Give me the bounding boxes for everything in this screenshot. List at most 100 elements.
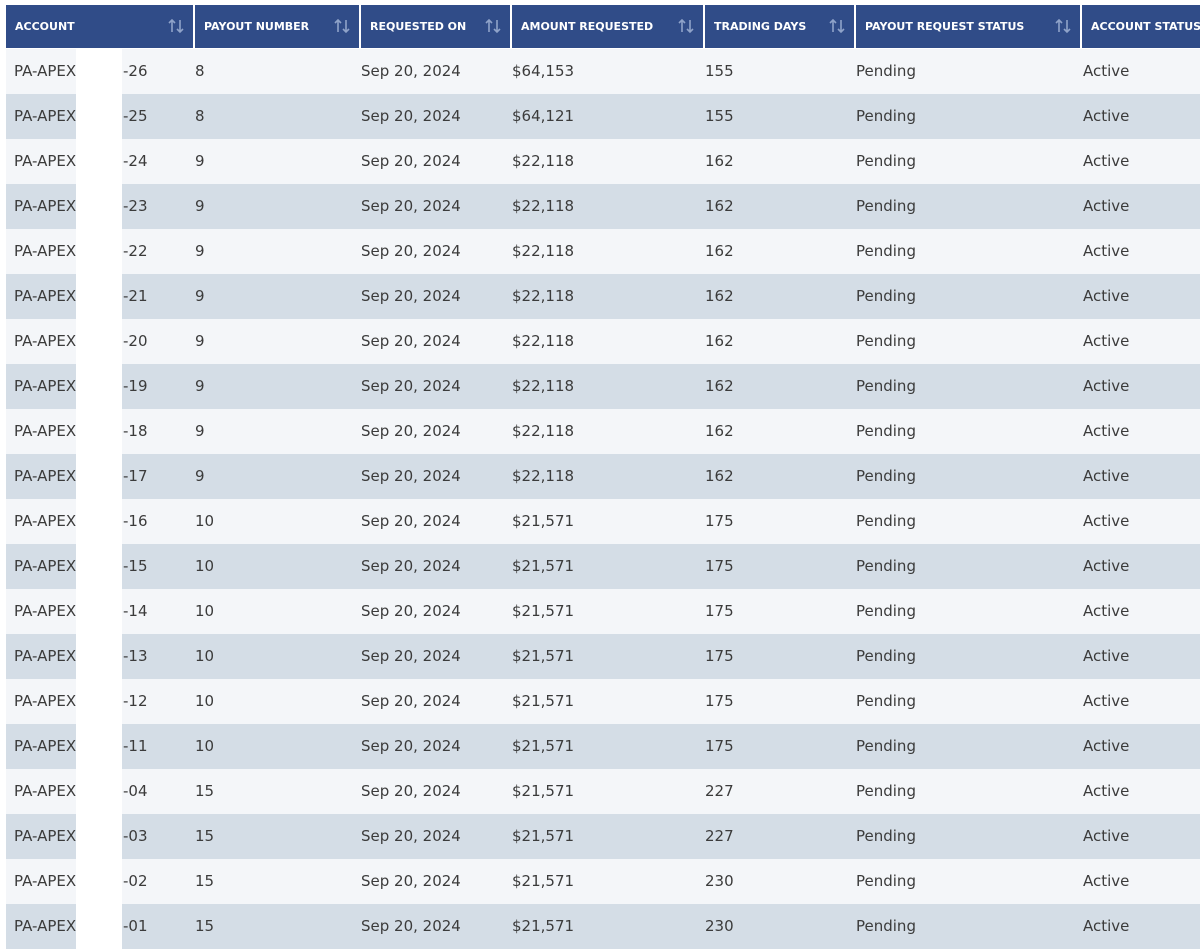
cell: 15 [195, 917, 215, 935]
sort-icon[interactable] [167, 17, 185, 35]
table-row: PA-APEX- -15 10 Sep 20, 2024 $21,571 175 Pendi… [6, 544, 1200, 589]
cell: 10 [195, 647, 215, 665]
cell: $21,571 [512, 782, 575, 800]
column-header[interactable]: AMOUNT REQUESTED [512, 5, 703, 48]
cell: $22,118 [512, 152, 575, 170]
sort-icon[interactable] [484, 17, 502, 35]
cell: Pending [856, 737, 916, 755]
cell: Pending [856, 287, 916, 305]
cell: Sep 20, 2024 [361, 422, 461, 440]
cell: PA-APEX- [14, 782, 81, 800]
cell: -15 [123, 557, 148, 575]
cell: Active [1083, 152, 1130, 170]
cell: $22,118 [512, 332, 575, 350]
cell: -20 [123, 332, 148, 350]
table-row: PA-APEX- -18 9 Sep 20, 2024 $22,118 162 Pendin… [6, 409, 1200, 454]
table-row: PA-APEX- -24 9 Sep 20, 2024 $22,118 162 Pendin… [6, 139, 1200, 184]
cell: -04 [123, 782, 148, 800]
cell: $21,571 [512, 647, 575, 665]
cell: PA-APEX- [14, 467, 81, 485]
cell: 162 [705, 377, 734, 395]
cell: Sep 20, 2024 [361, 377, 461, 395]
column-header[interactable]: PAYOUT REQUEST STATUS [856, 5, 1080, 48]
header-label: REQUESTED ON [370, 20, 467, 33]
cell: -11 [123, 737, 148, 755]
cell: Sep 20, 2024 [361, 107, 461, 125]
cell: 9 [195, 377, 205, 395]
header-label: PAYOUT REQUEST STATUS [865, 20, 1025, 33]
cell: 230 [705, 917, 734, 935]
column-header[interactable]: ACCOUNT [6, 5, 193, 48]
table-row: PA-APEX- -14 10 Sep 20, 2024 $21,571 175 Pendi… [6, 589, 1200, 634]
sort-icon[interactable] [828, 17, 846, 35]
cell: Pending [856, 782, 916, 800]
cell: 227 [705, 827, 734, 845]
sort-icon[interactable] [1054, 17, 1072, 35]
table-row: PA-APEX- -26 8 Sep 20, 2024 $64,153 155 Pendin… [6, 49, 1200, 94]
cell: -01 [123, 917, 148, 935]
column-header[interactable]: REQUESTED ON [361, 5, 510, 48]
cell: Active [1083, 467, 1130, 485]
cell: Sep 20, 2024 [361, 917, 461, 935]
cell: $22,118 [512, 242, 575, 260]
cell: PA-APEX- [14, 737, 81, 755]
cell: $22,118 [512, 287, 575, 305]
cell: $64,121 [512, 107, 575, 125]
cell: $21,571 [512, 872, 575, 890]
cell: Active [1083, 557, 1130, 575]
table-row: PA-APEX- -20 9 Sep 20, 2024 $22,118 162 Pendin… [6, 319, 1200, 364]
cell: Active [1083, 782, 1130, 800]
cell: Pending [856, 827, 916, 845]
cell: Active [1083, 107, 1130, 125]
cell: Active [1083, 332, 1130, 350]
cell: 15 [195, 782, 215, 800]
column-header[interactable]: TRADING DAYS [705, 5, 854, 48]
cell: Pending [856, 422, 916, 440]
sort-icon[interactable] [677, 17, 695, 35]
cell: 162 [705, 287, 734, 305]
cell: 175 [705, 692, 734, 710]
cell: Sep 20, 2024 [361, 152, 461, 170]
table-row: PA-APEX- -23 9 Sep 20, 2024 $22,118 162 Pendin… [6, 184, 1200, 229]
cell: -13 [123, 647, 148, 665]
cell: $21,571 [512, 512, 575, 530]
cell: Pending [856, 467, 916, 485]
cell: 175 [705, 737, 734, 755]
cell: Active [1083, 197, 1130, 215]
cell: PA-APEX- [14, 917, 81, 935]
cell: 9 [195, 197, 205, 215]
cell: $21,571 [512, 827, 575, 845]
cell: Pending [856, 917, 916, 935]
cell: Pending [856, 62, 916, 80]
cell: Pending [856, 692, 916, 710]
cell: PA-APEX- [14, 152, 81, 170]
cell: Pending [856, 647, 916, 665]
column-header[interactable]: PAYOUT NUMBER [195, 5, 359, 48]
cell: Sep 20, 2024 [361, 467, 461, 485]
cell: PA-APEX- [14, 827, 81, 845]
cell: PA-APEX- [14, 602, 81, 620]
cell: $21,571 [512, 557, 575, 575]
table-row: PA-APEX- -17 9 Sep 20, 2024 $22,118 162 Pendin… [6, 454, 1200, 499]
cell: 162 [705, 242, 734, 260]
cell: PA-APEX- [14, 197, 81, 215]
table-row: PA-APEX- -16 10 Sep 20, 2024 $21,571 175 Pendi… [6, 499, 1200, 544]
cell: 162 [705, 467, 734, 485]
cell: -18 [123, 422, 148, 440]
cell: PA-APEX- [14, 872, 81, 890]
cell: PA-APEX- [14, 242, 81, 260]
cell: 9 [195, 422, 205, 440]
cell: 162 [705, 152, 734, 170]
cell: 10 [195, 557, 215, 575]
cell: PA-APEX- [14, 332, 81, 350]
sort-icon[interactable] [333, 17, 351, 35]
column-header[interactable]: ACCOUNT STATUS [1082, 5, 1200, 48]
cell: PA-APEX- [14, 647, 81, 665]
table-row: PA-APEX- -12 10 Sep 20, 2024 $21,571 175 Pendi… [6, 679, 1200, 724]
header-label: AMOUNT REQUESTED [521, 20, 654, 33]
table-row: PA-APEX- -01 15 Sep 20, 2024 $21,571 230 Pendi… [6, 904, 1200, 949]
cell: 10 [195, 692, 215, 710]
table-row: PA-APEX- -04 15 Sep 20, 2024 $21,571 227 Pendi… [6, 769, 1200, 814]
cell: $21,571 [512, 737, 575, 755]
